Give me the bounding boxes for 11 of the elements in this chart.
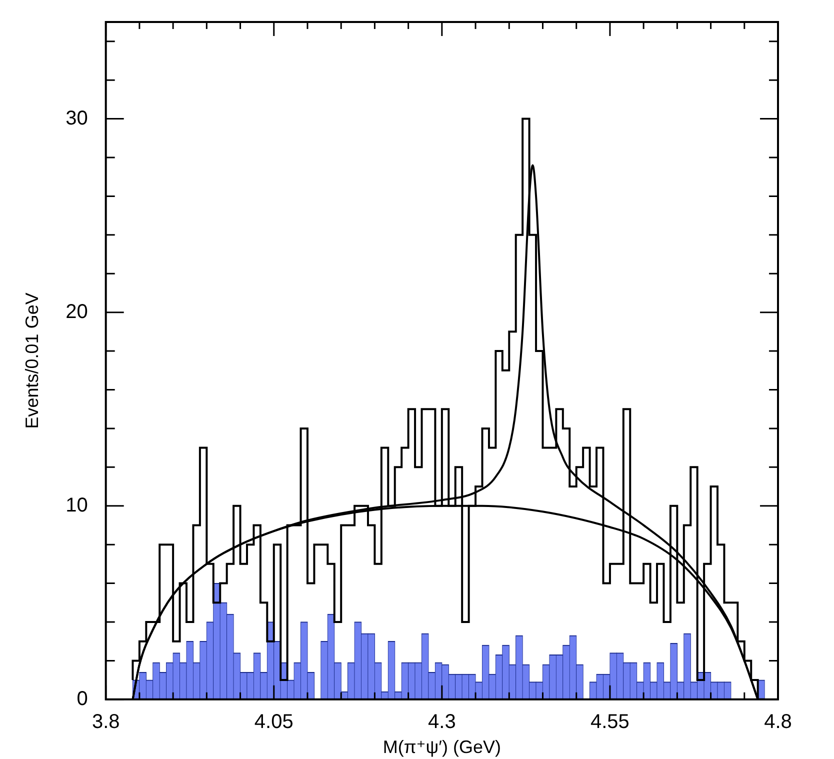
y-tick-label: 20 <box>66 300 88 323</box>
x-tick-label: 3.8 <box>92 710 120 733</box>
y-tick-label: 10 <box>66 494 88 516</box>
x-tick-label: 4.8 <box>764 710 792 733</box>
y-tick-label: 30 <box>66 107 88 130</box>
y-tick-label: 0 <box>76 688 88 710</box>
y-axis-title: Events/0.01 GeV <box>22 292 42 429</box>
x-tick-label: 4.05 <box>254 710 294 733</box>
x-tick-label: 4.55 <box>590 710 630 733</box>
x-tick-label: 4.3 <box>428 710 456 733</box>
x-axis-title: M(π⁺ψ′) (GeV) <box>382 737 501 758</box>
